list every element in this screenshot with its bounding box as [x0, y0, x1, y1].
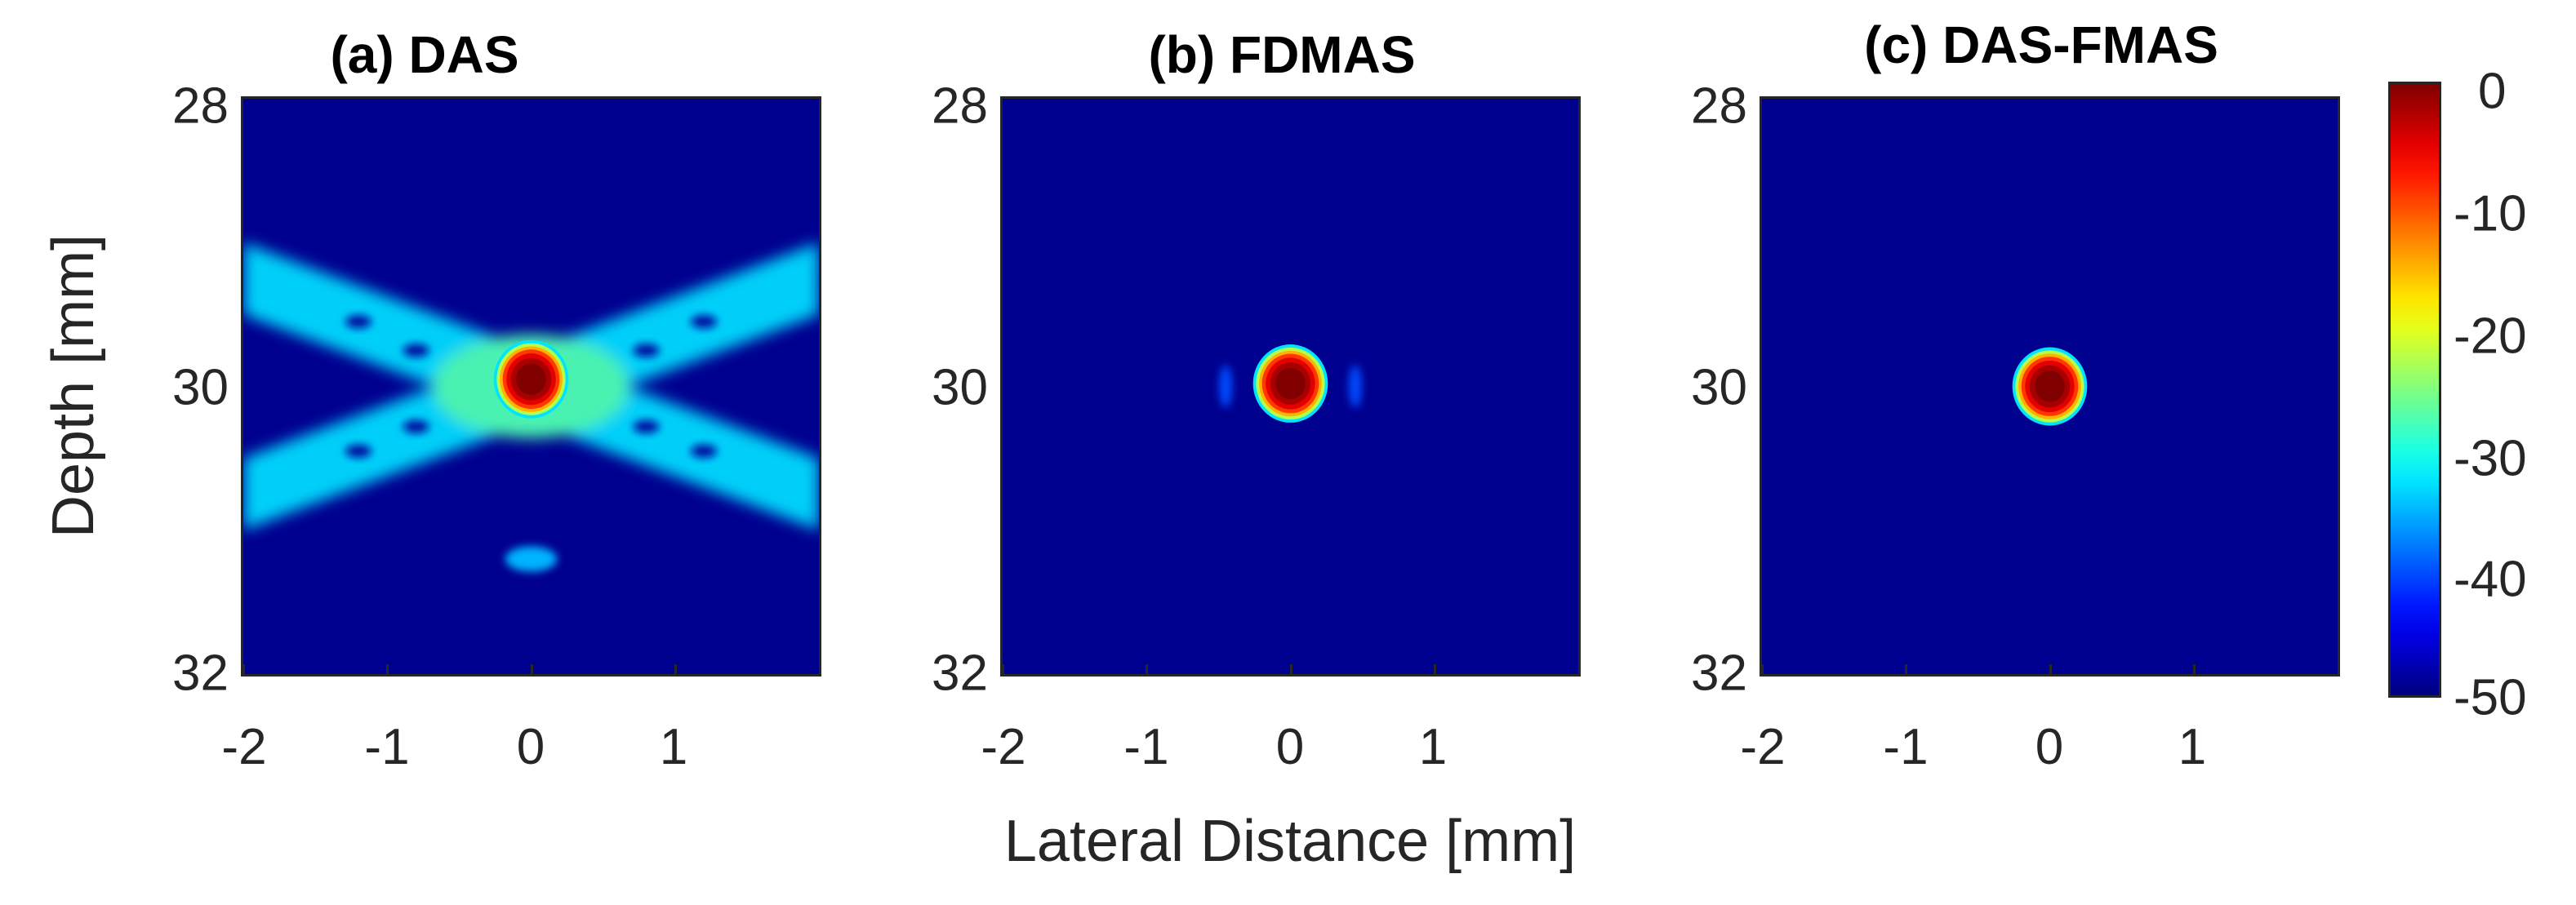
side-lobe-null [691, 315, 717, 329]
side-lobe-null [403, 344, 429, 357]
side-lobe-null [691, 444, 717, 458]
colorbar-tick-50: -50 [2454, 669, 2527, 726]
x-tick-a-0: 0 [516, 719, 545, 775]
x-tick-mark [1003, 664, 1004, 674]
x-tick-mark [1905, 664, 1908, 674]
colorbar-tick-20: -20 [2454, 308, 2527, 365]
side-lobe-null [633, 419, 660, 433]
main-lobe [2012, 347, 2088, 426]
x-tick-mark [1762, 664, 1764, 674]
heatmap-panel-a [241, 96, 821, 677]
heatmap-panel-b [1000, 96, 1581, 677]
x-tick-b-m1: -1 [1123, 719, 1169, 775]
panel-title-c: (c) DAS-FMAS [1864, 16, 2218, 74]
y-tick-b-28: 28 [932, 78, 988, 135]
colorbar-tick-30: -30 [2454, 430, 2527, 487]
heatmap-svg-1 [1219, 344, 1362, 423]
y-tick-a-32: 32 [172, 645, 229, 702]
side-lobe-null [633, 344, 660, 357]
heatmap-svg-2 [2012, 347, 2088, 426]
x-tick-b-1: 1 [1418, 719, 1448, 775]
secondary-lobe [505, 546, 558, 572]
x-tick-mark [386, 664, 389, 674]
colorbar-tick-40: -40 [2454, 551, 2527, 608]
x-tick-mark [243, 664, 245, 674]
x-tick-mark [530, 664, 533, 674]
x-tick-mark [2049, 664, 2052, 674]
side-lobe [1219, 365, 1233, 408]
x-tick-mark [1146, 664, 1149, 674]
main-lobe [493, 339, 569, 419]
x-tick-a-m2: -2 [221, 719, 267, 775]
side-lobe-null [345, 315, 371, 329]
x-tick-a-m1: -1 [364, 719, 410, 775]
y-tick-a-28: 28 [172, 78, 229, 135]
x-tick-c-m1: -1 [1883, 719, 1929, 775]
y-tick-b-32: 32 [932, 645, 988, 702]
heatmap-panel-c [1760, 96, 2340, 677]
x-tick-mark [674, 664, 677, 674]
x-tick-b-0: 0 [1275, 719, 1305, 775]
y-tick-c-32: 32 [1691, 645, 1747, 702]
x-tick-mark [1433, 664, 1436, 674]
x-tick-c-0: 0 [2035, 719, 2064, 775]
colorbar-tick-10: -10 [2454, 185, 2527, 242]
y-axis-label: Depth [mm] [41, 233, 106, 539]
y-tick-c-28: 28 [1691, 78, 1747, 135]
side-lobe-null [345, 444, 371, 458]
x-tick-b-m2: -2 [981, 719, 1026, 775]
x-tick-mark [2192, 664, 2196, 674]
panel-title-a: (a) DAS [330, 25, 519, 84]
x-tick-c-1: 1 [2178, 719, 2207, 775]
colorbar-tick-0: 0 [2478, 63, 2507, 120]
y-tick-a-30: 30 [172, 359, 229, 416]
colorbar [2388, 82, 2441, 698]
heatmap-svg-0 [243, 242, 819, 572]
side-lobe [1348, 365, 1362, 408]
panel-title-b: (b) FDMAS [1148, 25, 1416, 84]
x-tick-mark [1289, 664, 1292, 674]
y-tick-b-30: 30 [932, 359, 988, 416]
x-axis-label: Lateral Distance [mm] [1003, 809, 1577, 874]
main-lobe [1252, 344, 1328, 423]
side-lobe-null [403, 419, 429, 433]
x-tick-c-m2: -2 [1740, 719, 1786, 775]
y-tick-c-30: 30 [1691, 359, 1747, 416]
x-tick-a-1: 1 [659, 719, 688, 775]
